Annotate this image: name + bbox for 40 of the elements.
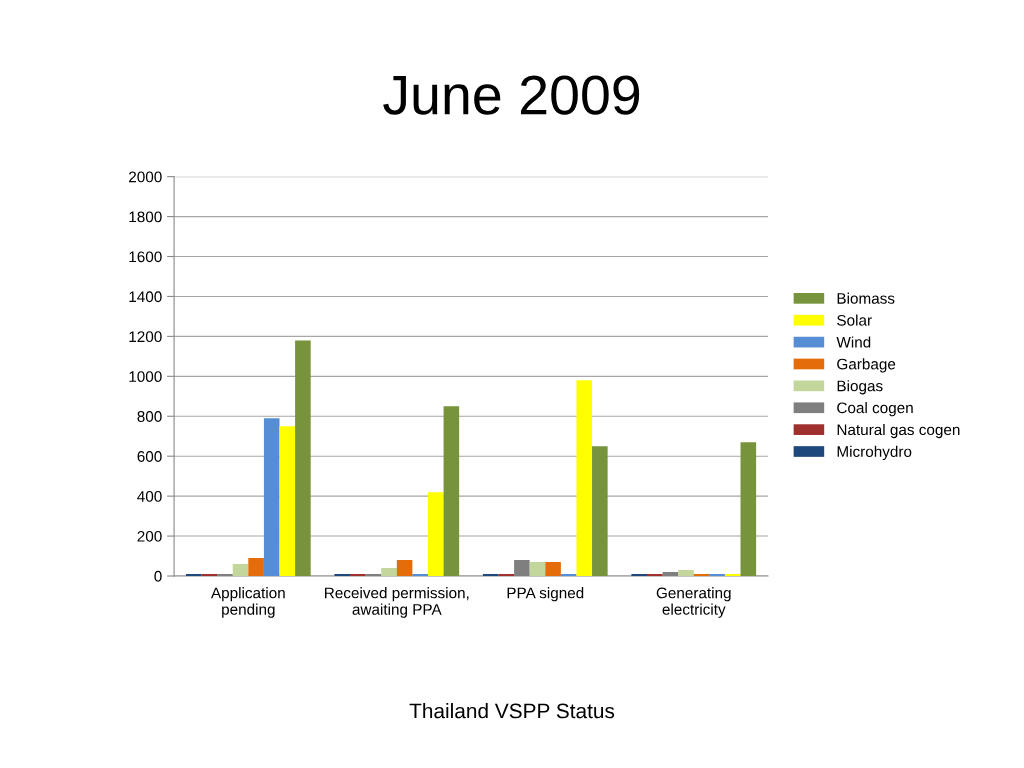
- bar: [576, 380, 593, 576]
- legend-label: Solar: [837, 314, 872, 326]
- bar: [427, 492, 444, 576]
- text: Thailand VSPP Status: [409, 702, 615, 719]
- y-tick-label: 1400: [129, 291, 162, 303]
- y-tick-label: 1200: [129, 331, 162, 343]
- y-tick-label: 400: [137, 491, 162, 502]
- x-tick-label: Generating electricity: [656, 587, 731, 618]
- legend-label: Natural gas cogen: [837, 423, 960, 439]
- bar: [232, 564, 249, 576]
- y-tick-label: 2000: [129, 171, 162, 183]
- y-tick-label: 800: [137, 411, 162, 422]
- y-tick-label: 600: [137, 451, 162, 462]
- legend-label: Biomass: [837, 292, 895, 304]
- legend-label: Microhydro: [837, 445, 912, 461]
- bar: [545, 562, 561, 576]
- bar: [279, 426, 296, 576]
- legend-label: Biogas: [837, 380, 883, 395]
- y-tick-label: 1600: [129, 251, 162, 263]
- legend-label: Wind: [836, 336, 871, 348]
- bar: [248, 558, 264, 576]
- bar: [381, 568, 397, 576]
- y-tick-label: 200: [137, 530, 162, 542]
- bar: [678, 570, 694, 576]
- bar: [295, 340, 311, 576]
- y-tick-label: 1800: [129, 211, 162, 223]
- y-tick-label: 0: [154, 570, 162, 582]
- x-tick-label: Application pending: [210, 587, 285, 618]
- bar: [529, 562, 546, 576]
- x-tick-label: Received permission, awaiting PPA: [325, 587, 469, 618]
- bar: [592, 446, 608, 576]
- bar: [443, 406, 460, 576]
- bar: [740, 442, 757, 576]
- chart-title: June 2009: [383, 75, 640, 115]
- legend-label: Coal cogen: [837, 402, 913, 417]
- bar: [263, 418, 280, 576]
- y-tick-label: 1000: [129, 371, 162, 383]
- x-tick-label: PPA signed: [507, 587, 584, 602]
- legend-label: Garbage: [837, 358, 896, 373]
- bar: [396, 560, 413, 576]
